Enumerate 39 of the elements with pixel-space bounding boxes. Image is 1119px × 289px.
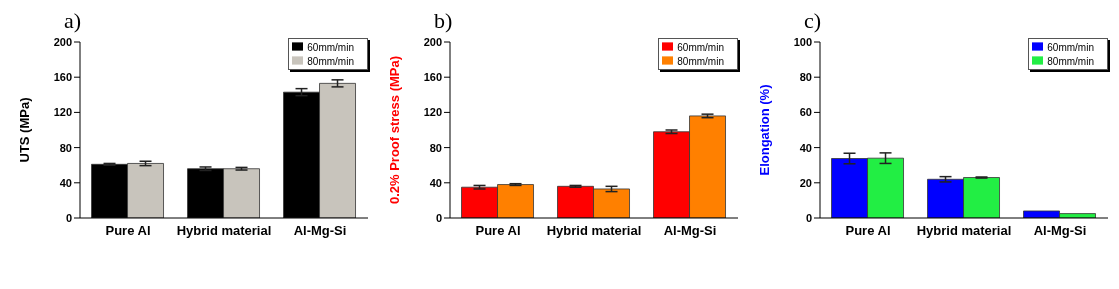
y-tick-label: 40 (59, 176, 72, 189)
y-tick-label: 40 (799, 141, 812, 154)
x-tick-label: Pure Al (105, 223, 151, 239)
y-axis-title: 0.2% Proof stress (MPa) (386, 55, 402, 205)
x-tick-label: Hybrid material (176, 223, 272, 239)
y-tick-label: 160 (423, 71, 442, 84)
y-tick-label: 40 (429, 176, 442, 189)
legend-label: 60mm/min (307, 42, 354, 53)
legend-label: 60mm/min (1047, 42, 1094, 53)
x-tick-label: Al-Mg-Si (1033, 223, 1087, 239)
legend-label: 80mm/min (307, 56, 354, 67)
y-tick-label: 160 (53, 71, 72, 84)
y-tick-label: 120 (53, 106, 72, 119)
y-tick-label: 80 (59, 141, 72, 154)
x-tick-label: Pure Al (845, 223, 891, 239)
y-tick-label: 0 (435, 211, 442, 224)
y-tick-label: 60 (799, 106, 812, 119)
x-tick-label: Al-Mg-Si (663, 223, 717, 239)
y-tick-label: 80 (799, 71, 812, 84)
y-tick-label: 200 (423, 35, 442, 48)
y-tick-label: 100 (793, 35, 812, 48)
legend-label: 80mm/min (1047, 56, 1094, 67)
y-tick-label: 0 (805, 211, 812, 224)
y-axis-title: Elongation (%) (756, 84, 772, 176)
y-axis-title: UTS (MPa) (16, 97, 32, 163)
x-tick-label: Hybrid material (916, 223, 1012, 239)
y-tick-label: 80 (429, 141, 442, 154)
y-tick-label: 120 (423, 106, 442, 119)
x-tick-label: Pure Al (475, 223, 521, 239)
y-tick-label: 0 (65, 211, 72, 224)
chart-title: c) (804, 8, 822, 34)
y-tick-label: 200 (53, 35, 72, 48)
x-tick-label: Hybrid material (546, 223, 642, 239)
chart-title: b) (434, 8, 453, 34)
chart-title: a) (64, 8, 82, 34)
legend-label: 60mm/min (677, 42, 724, 53)
legend-label: 80mm/min (677, 56, 724, 67)
x-tick-label: Al-Mg-Si (293, 223, 347, 239)
y-tick-label: 20 (799, 176, 812, 189)
